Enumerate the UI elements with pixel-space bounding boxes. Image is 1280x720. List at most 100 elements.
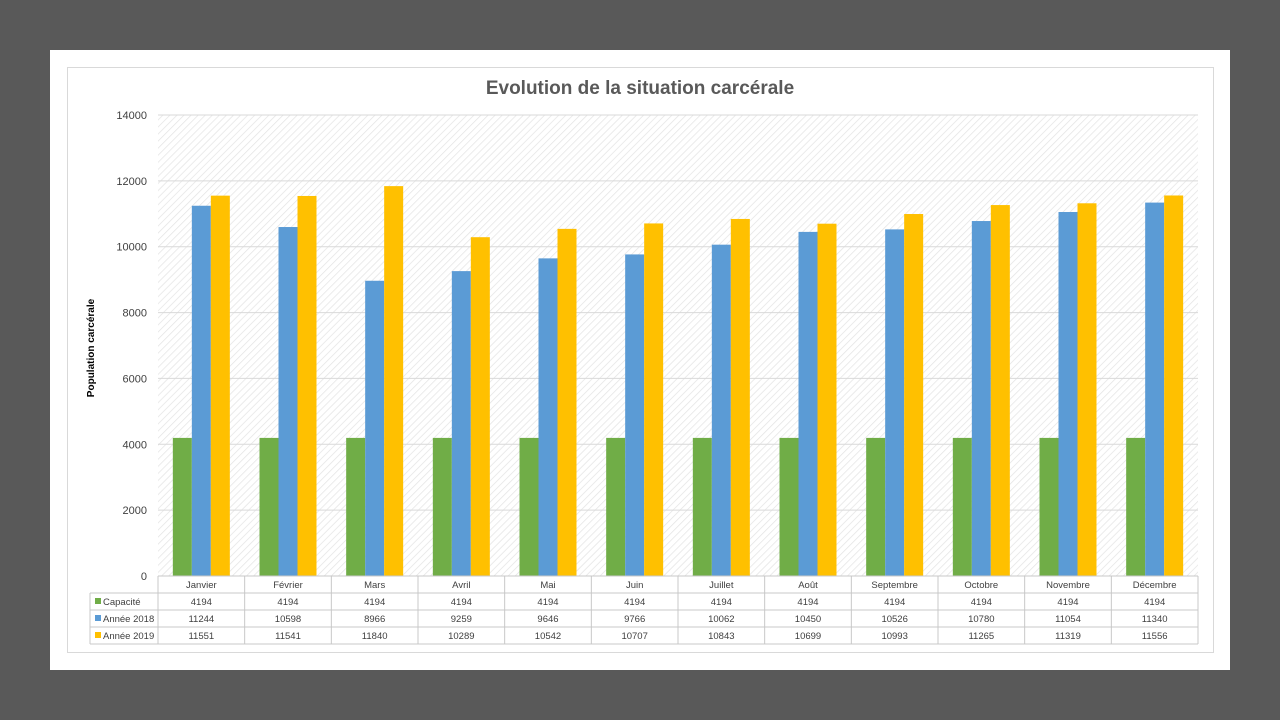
y-tick-label: 12000: [116, 176, 147, 188]
bar: [172, 437, 192, 576]
bar: [538, 258, 558, 576]
data-label: 10707: [621, 631, 647, 642]
legend-label: Année 2018: [103, 614, 154, 625]
y-tick-label: 2000: [123, 505, 147, 517]
bar: [384, 186, 404, 576]
bar: [625, 254, 645, 577]
data-label: 11265: [968, 631, 994, 642]
data-label: 4194: [797, 597, 818, 608]
bar: [779, 437, 799, 576]
bar: [470, 237, 490, 576]
data-label: 9646: [537, 614, 558, 625]
plot-area: [158, 115, 1198, 576]
data-label: 11541: [275, 631, 301, 642]
x-tick-label: Mars: [364, 580, 385, 591]
bar: [297, 195, 317, 576]
bar: [1126, 437, 1146, 576]
bar: [1058, 212, 1078, 576]
data-label: 11340: [1142, 614, 1168, 625]
legend-key: [95, 598, 101, 604]
y-tick-label: 14000: [116, 110, 147, 122]
y-tick-label: 8000: [123, 308, 147, 320]
data-label: 4194: [364, 597, 385, 608]
data-label: 11551: [188, 631, 214, 642]
data-label: 11319: [1055, 631, 1081, 642]
chart-frame: Evolution de la situation carcérale Popu…: [67, 67, 1214, 653]
x-tick-label: Décembre: [1133, 580, 1177, 591]
bar: [711, 244, 731, 576]
y-tick-label: 6000: [123, 373, 147, 385]
slide: Evolution de la situation carcérale Popu…: [50, 50, 1230, 670]
bar: [1039, 437, 1059, 576]
data-label: 4194: [451, 597, 472, 608]
x-tick-label: Mai: [540, 580, 555, 591]
x-tick-label: Novembre: [1046, 580, 1090, 591]
data-label: 4194: [884, 597, 905, 608]
data-label: 8966: [364, 614, 385, 625]
x-tick-label: Juillet: [709, 580, 734, 591]
data-label: 11244: [188, 614, 214, 625]
bar: [557, 228, 577, 576]
bar: [1145, 202, 1165, 576]
x-tick-label: Août: [798, 580, 818, 591]
data-label: 4194: [624, 597, 645, 608]
data-label: 4194: [971, 597, 992, 608]
bar: [798, 231, 818, 576]
bar: [730, 218, 750, 576]
data-label: 10526: [881, 614, 907, 625]
data-label: 10598: [275, 614, 301, 625]
data-label: 10289: [448, 631, 474, 642]
bar: [191, 205, 211, 576]
legend-key: [95, 615, 101, 621]
x-tick-label: Janvier: [186, 580, 217, 591]
bar: [952, 437, 972, 576]
bar: [692, 437, 712, 576]
bar: [885, 229, 905, 576]
bar: [904, 214, 924, 576]
bar: [1077, 203, 1097, 576]
data-label: 11054: [1055, 614, 1081, 625]
data-label: 11556: [1142, 631, 1168, 642]
data-label: 10450: [795, 614, 821, 625]
data-label: 4194: [1144, 597, 1165, 608]
x-tick-label: Septembre: [871, 580, 917, 591]
data-label: 4194: [191, 597, 212, 608]
bar: [432, 437, 452, 576]
data-label: 10062: [708, 614, 734, 625]
x-tick-label: Juin: [626, 580, 643, 591]
legend-label: Capacité: [103, 597, 141, 608]
bar: [817, 223, 837, 577]
bar: [971, 221, 991, 576]
chart-title: Evolution de la situation carcérale: [486, 78, 794, 99]
y-tick-label: 0: [141, 571, 147, 583]
data-label: 4194: [1057, 597, 1078, 608]
data-label: 10699: [795, 631, 821, 642]
x-tick-label: Avril: [452, 580, 470, 591]
bar: [866, 437, 886, 576]
data-label: 4194: [711, 597, 732, 608]
data-label: 9766: [624, 614, 645, 625]
data-label: 10843: [708, 631, 734, 642]
data-label: 11840: [362, 631, 388, 642]
data-label: 10993: [881, 631, 907, 642]
data-label: 10542: [535, 631, 561, 642]
bar: [1164, 195, 1184, 577]
bar: [451, 271, 471, 576]
chart: Evolution de la situation carcérale Popu…: [86, 78, 1199, 645]
bar: [259, 437, 279, 576]
bar: [210, 195, 230, 576]
data-label: 4194: [277, 597, 298, 608]
bar: [346, 437, 366, 576]
bar: [278, 227, 298, 576]
y-tick-label: 4000: [123, 439, 147, 451]
legend-label: Année 2019: [103, 631, 154, 642]
data-label: 10780: [968, 614, 994, 625]
bar: [606, 437, 626, 576]
bar: [644, 223, 664, 577]
bar: [365, 280, 385, 576]
x-tick-label: Février: [273, 580, 303, 591]
bar: [990, 205, 1010, 577]
y-axis-label: Population carcérale: [86, 298, 97, 397]
y-tick-label: 10000: [116, 242, 147, 254]
x-tick-label: Octobre: [964, 580, 998, 591]
